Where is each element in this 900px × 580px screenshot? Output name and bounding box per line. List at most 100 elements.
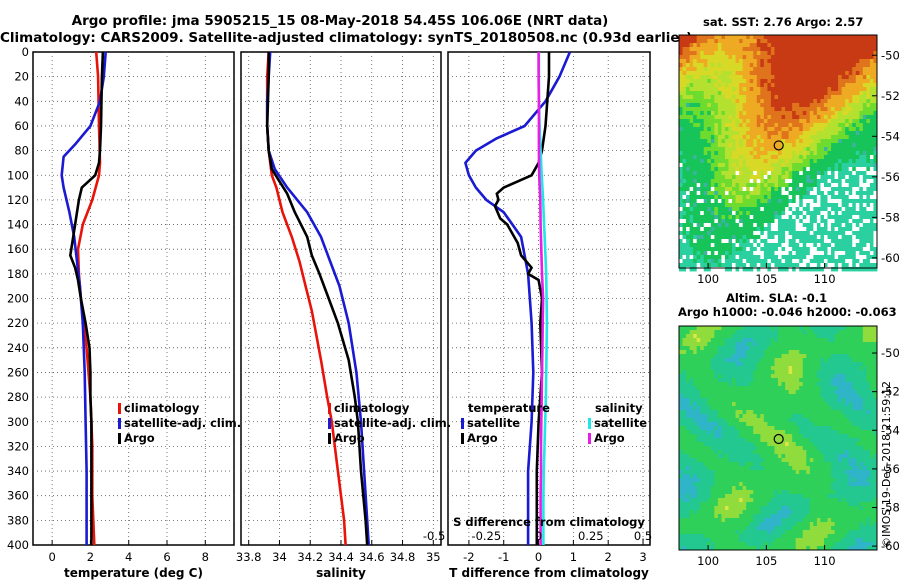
x-tick-label: 2 [87,550,94,564]
map-cell [792,55,797,60]
map-cell [746,338,751,343]
map-cell [739,71,744,76]
map-cell [774,111,779,116]
map-cell [767,394,772,399]
map-cell [802,422,807,427]
map-cell [781,71,786,76]
map-cell [848,95,853,100]
map-cell [873,394,878,399]
map-cell [823,107,828,112]
map-cell [869,426,874,431]
map-cell [753,63,758,68]
map-cell [753,223,758,228]
map-cell [707,191,712,196]
map-cell [679,143,683,148]
map-cell [848,342,853,347]
map-cell [707,139,712,144]
map-cell [742,410,747,415]
map-cell [763,406,768,411]
map-cell [749,123,754,128]
map-cell [679,358,683,363]
map-cell [700,79,705,84]
x-tick-label: 34 [272,550,287,564]
map-cell [848,179,853,184]
map-cell [679,107,683,112]
map-cell [739,374,744,379]
legend-swatch [118,433,121,444]
map-cell [700,155,705,160]
map-cell [693,59,698,64]
map-cell [770,199,775,204]
map-cell [710,139,715,144]
map-cell [852,390,857,395]
map-cell [682,159,687,164]
map-cell [732,259,736,264]
map-cell [831,179,835,184]
map-cell [749,338,754,343]
map-cell [746,99,751,104]
map-cell [756,430,761,435]
map-cell [785,183,790,188]
map-cell [724,123,729,128]
map-cell [732,159,736,164]
map-cell [813,91,818,96]
map-cell [778,47,782,52]
map-cell [753,115,758,120]
map-cell [693,119,698,124]
map-cell [834,378,839,383]
map-cell [703,75,708,80]
map-cell [862,179,867,184]
map-cell [781,135,786,140]
map-cell [827,199,832,204]
map-cell [788,203,793,208]
map-cell [827,358,832,363]
map-cell [781,362,786,367]
map-cell [717,99,722,104]
map-cell [679,227,683,232]
map-cell [841,151,846,156]
map-cell [823,167,828,172]
map-cell [721,87,726,92]
map-cell [717,147,722,152]
map-cell [735,374,740,379]
map-cell [809,55,814,60]
map-cell [728,426,733,431]
map-cell [756,119,761,124]
map-cell [732,139,736,144]
map-cell [710,390,715,395]
map-cell [855,211,860,216]
map-cell [739,91,744,96]
map-cell [806,267,811,272]
map-cell [749,378,754,383]
map-cell [753,430,758,435]
map-cell [753,227,758,232]
map-cell [679,151,683,156]
map-cell [682,382,687,387]
map-cell [813,83,818,88]
map-cell [781,358,786,363]
map-cell [827,414,832,419]
map-cell [693,107,698,112]
map-cell [756,390,761,395]
map-cell [770,175,775,180]
map-cell [760,430,765,435]
map-cell [792,79,797,84]
map-cell [679,183,683,188]
map-cell [749,75,754,80]
map-cell [696,414,701,419]
map-cell [721,207,726,212]
map-cell [869,163,874,168]
map-cell [760,422,765,427]
map-cell [689,203,694,208]
map-cell [763,358,768,363]
map-cell [845,55,850,60]
map-cell [795,203,800,208]
map-cell [841,374,846,379]
map-cell [770,374,775,379]
map-cell [802,207,807,212]
map-cell [746,378,751,383]
map-cell [862,135,867,140]
map-cell [785,422,790,427]
map-cell [788,263,793,268]
map-cell [689,199,694,204]
